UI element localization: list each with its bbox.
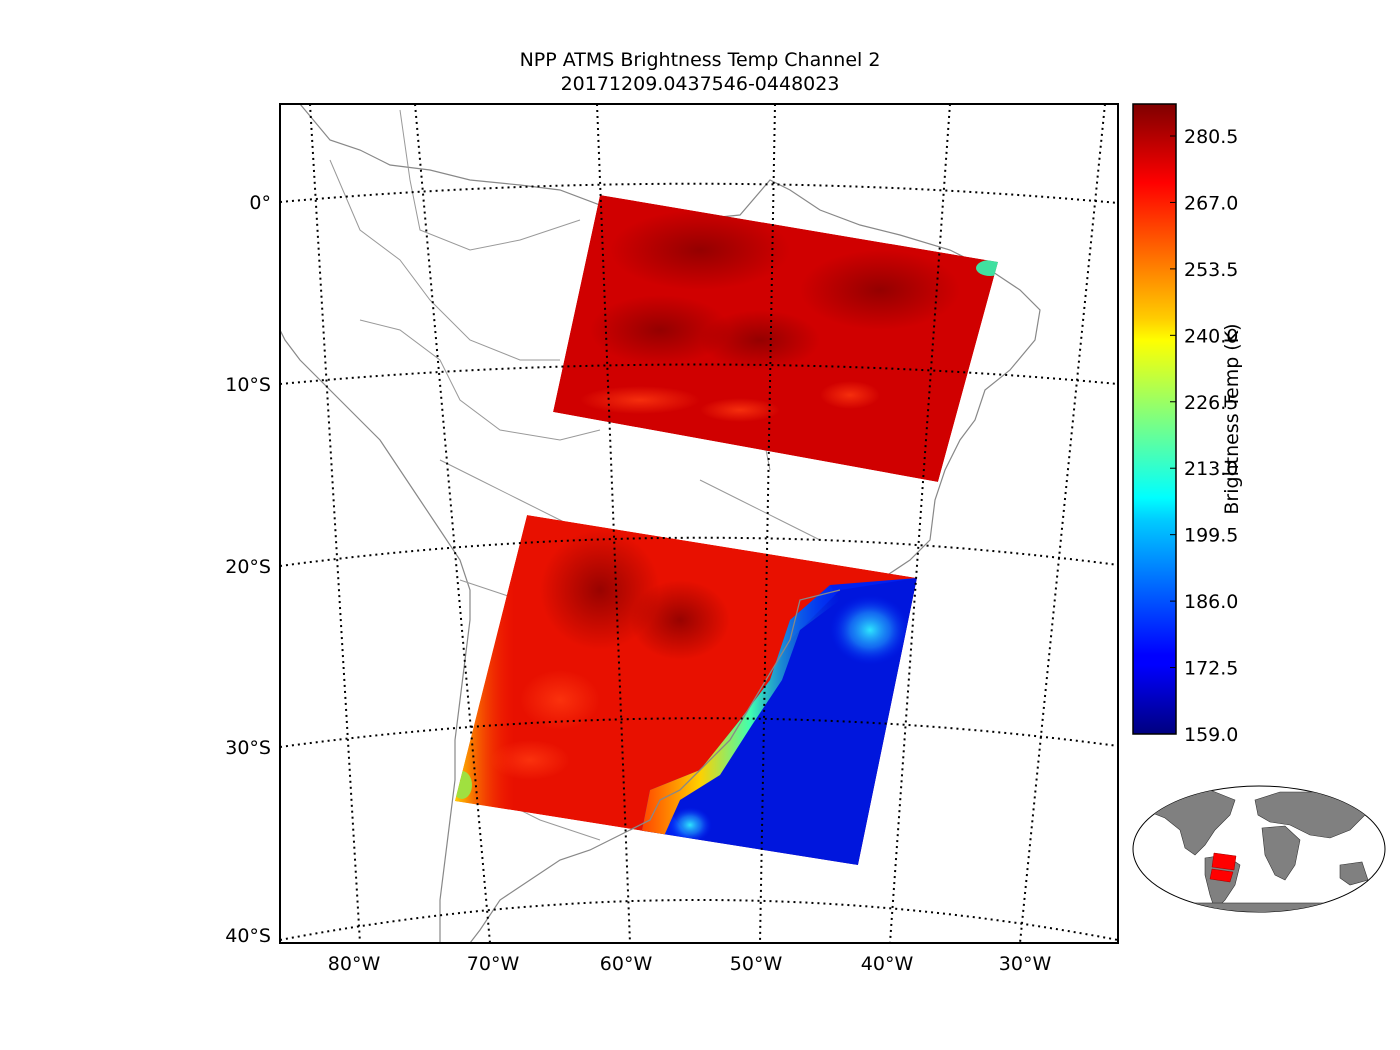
colorbar xyxy=(1132,103,1177,735)
colorbar-tick-label: 159.0 xyxy=(1184,724,1238,746)
colorbar-tick-label: 199.5 xyxy=(1184,525,1238,547)
colorbar-tick-label: 240.0 xyxy=(1184,325,1238,347)
inset-globe xyxy=(1132,785,1386,913)
lat-labels: 0° 10°S 20°S 30°S 40°S xyxy=(225,192,271,947)
lon-label: 50°W xyxy=(730,953,783,975)
inset-swath-north xyxy=(1211,852,1237,871)
colorbar-ticks: 280.5 267.0 253.5 240.0 226.5 213.0 199.5 186.0… xyxy=(1170,126,1238,746)
colorbar-tick-label: 267.0 xyxy=(1184,192,1238,214)
lon-labels: 80°W 70°W 60°W 50°W 40°W 30°W xyxy=(328,953,1052,975)
colorbar-label: Brightness Temp (K) xyxy=(1221,323,1243,515)
lon-label: 30°W xyxy=(999,953,1052,975)
map-area xyxy=(280,104,1118,943)
graticule xyxy=(280,104,1118,943)
colorbar-tick-label: 280.5 xyxy=(1184,126,1238,148)
lat-label: 20°S xyxy=(225,556,271,578)
inset-swath-south xyxy=(1209,868,1234,883)
map-frame xyxy=(279,103,1119,944)
lat-label: 10°S xyxy=(225,374,271,396)
inset-africa xyxy=(1261,825,1301,881)
lon-label: 40°W xyxy=(861,953,914,975)
lat-label: 40°S xyxy=(225,925,271,947)
plot-title: NPP ATMS Brightness Temp Channel 2 xyxy=(519,49,881,71)
colorbar-tick-label: 226.5 xyxy=(1184,392,1238,414)
colorbar-tick-label: 213.0 xyxy=(1184,458,1238,480)
lat-label: 30°S xyxy=(225,737,271,759)
swath-north xyxy=(553,195,998,482)
lat-label: 0° xyxy=(249,192,271,214)
lon-label: 70°W xyxy=(467,953,520,975)
colorbar-tick-label: 186.0 xyxy=(1184,591,1238,613)
lon-label: 80°W xyxy=(328,953,381,975)
colorbar-tick-label: 172.5 xyxy=(1184,658,1238,680)
coastline-overlay xyxy=(629,589,841,831)
lon-label: 60°W xyxy=(600,953,653,975)
inset-australia xyxy=(1339,861,1369,886)
colorbar-tick-label: 253.5 xyxy=(1184,259,1238,281)
plot-subtitle: 20171209.0437546-0448023 xyxy=(560,73,840,95)
